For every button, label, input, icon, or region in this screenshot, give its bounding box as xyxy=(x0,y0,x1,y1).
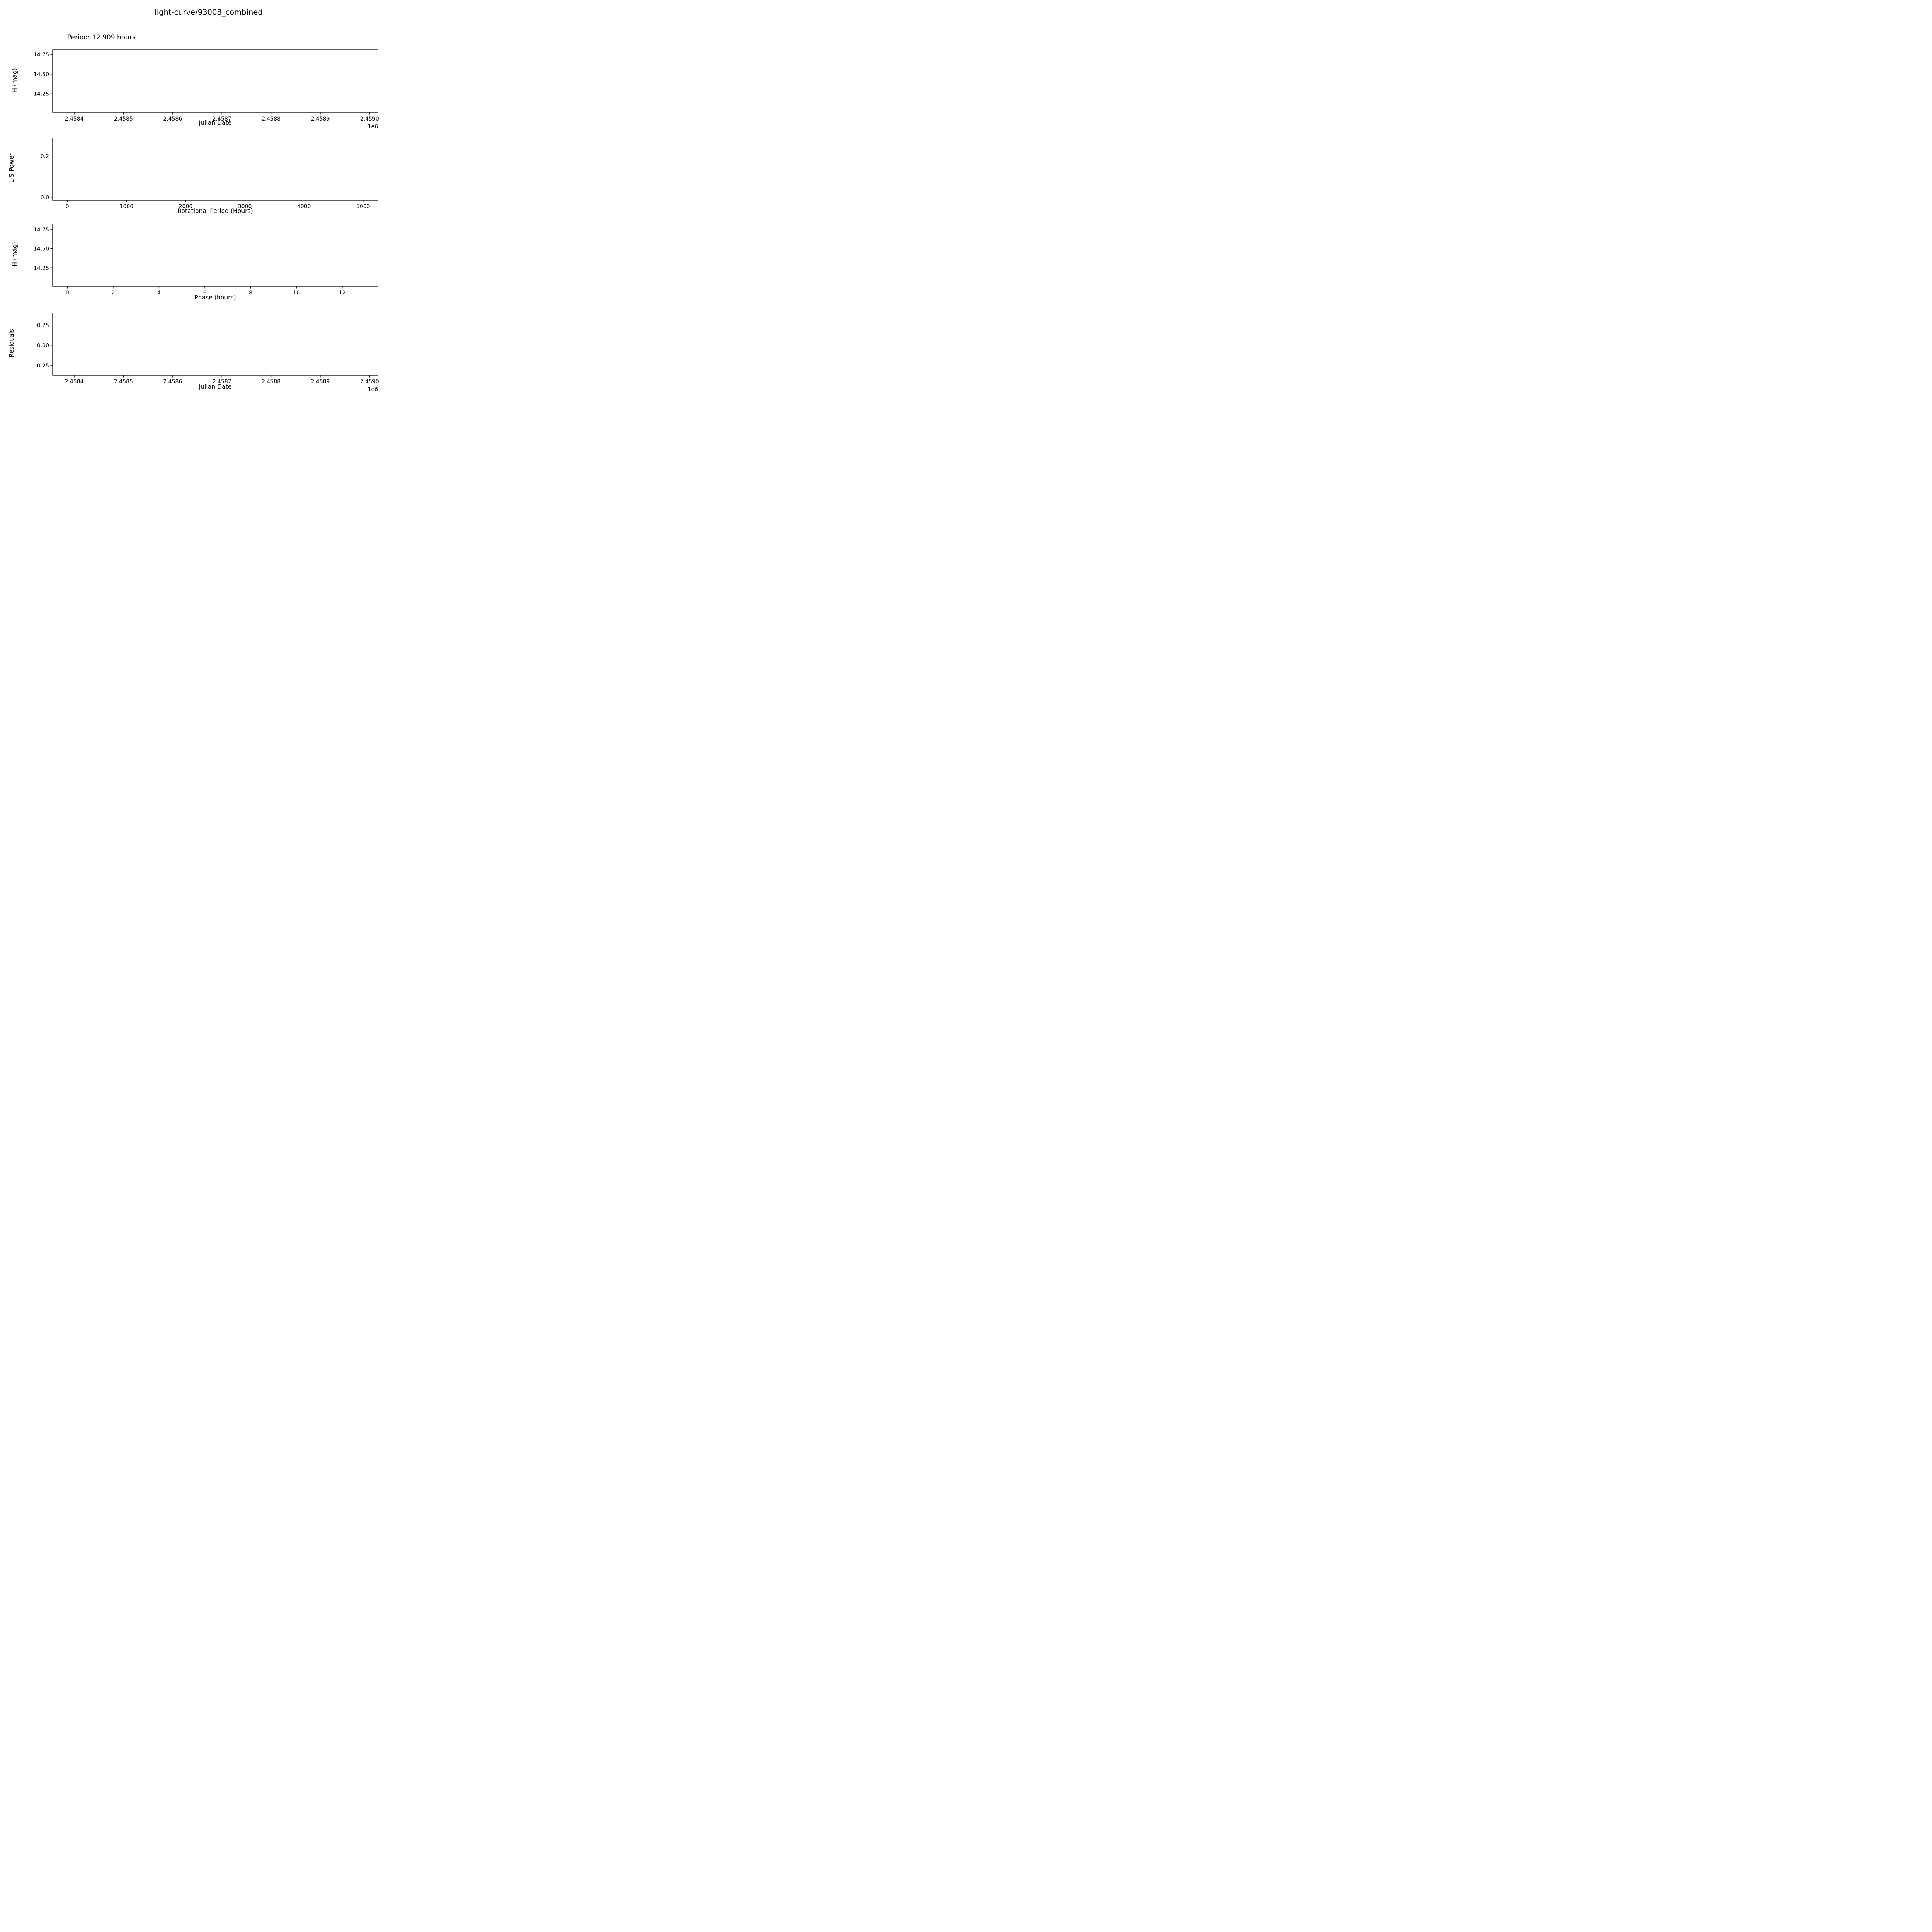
x-tick-label: 2.4585 xyxy=(114,379,133,385)
x-tick-label: 2.4588 xyxy=(262,116,281,122)
period-annotation: Period: 12.909 hours xyxy=(67,34,136,41)
x-tick-label: 2.4590 xyxy=(360,116,379,122)
x-tick-label: 4 xyxy=(157,290,161,296)
x-tick-label: 2.4585 xyxy=(114,116,133,122)
y-axis-label-hmag-phase: H (mag) xyxy=(11,242,18,267)
light-curve-figure-svg: 2.4584 2.4585 2.4586 2.4587 2.4588 2.4589 2.45… xyxy=(32,49,379,393)
axes-frame xyxy=(52,138,378,201)
x-tick-label: 2 xyxy=(111,290,115,296)
axis-offset-label: 1e6 xyxy=(368,124,378,130)
x-tick-label: 4000 xyxy=(297,204,311,210)
y-tick-label: 14.25 xyxy=(34,91,49,97)
y-tick-label: 14.75 xyxy=(34,227,49,233)
x-tick-label: 2.4586 xyxy=(163,116,182,122)
y-axis-label-lspower: L-S Power xyxy=(8,153,15,183)
x-axis-label-phase: Phase (hours) xyxy=(194,294,236,301)
y-tick-label: 14.50 xyxy=(34,71,49,78)
axes-frame xyxy=(52,313,378,376)
x-tick-label: 2.4588 xyxy=(262,379,281,385)
y-tick-label: 14.50 xyxy=(34,246,49,252)
y-tick-label: 0.00 xyxy=(37,343,49,349)
x-tick-label: 2.4584 xyxy=(65,379,84,385)
y-tick-label: 0.2 xyxy=(41,153,49,160)
x-tick-label: 2.4589 xyxy=(311,116,330,122)
y-tick-label: 14.25 xyxy=(34,265,49,271)
y-tick-label: 0.0 xyxy=(41,195,49,201)
x-tick-label: 3000 xyxy=(238,204,252,210)
y-axis-label-hmag-top: H (mag) xyxy=(11,68,18,93)
x-tick-label: 8 xyxy=(249,290,252,296)
x-tick-label: 2.4589 xyxy=(311,379,330,385)
axis-offset-label: 1e6 xyxy=(368,386,378,393)
x-tick-label: 2.4590 xyxy=(360,379,379,385)
x-tick-label: 2.4587 xyxy=(213,379,231,385)
x-axis-label-period: Rotational Period (Hours) xyxy=(177,207,253,214)
panel-phase_folded: 0 2 4 6 8 10 12 14.25 14.50 14.75 xyxy=(34,224,378,296)
y-axis-label-residuals: Residuals xyxy=(8,329,15,357)
x-tick-label: 2.4587 xyxy=(213,116,231,122)
x-tick-label: 12 xyxy=(339,290,346,296)
x-tick-label: 10 xyxy=(293,290,300,296)
x-axis-label-jd-top: Julian Date xyxy=(199,119,232,126)
x-tick-label: 6 xyxy=(203,290,207,296)
axes-frame xyxy=(52,224,378,287)
x-axis-label-jd-bottom: Julian Date xyxy=(199,383,232,390)
figure-page: 2.4584 2.4585 2.4586 2.4587 2.4588 2.4589 2.45… xyxy=(0,0,417,417)
figure-title: light-curve/93008_combined xyxy=(155,8,263,17)
y-tick-label: 14.75 xyxy=(34,52,49,58)
panel-periodogram: 0 1000 2000 3000 4000 5000 0.0 0.2 xyxy=(41,138,378,210)
panel-residuals: 2.4584 2.4585 2.4586 2.4587 2.4588 2.4589 2.45… xyxy=(32,313,379,393)
axes-frame xyxy=(52,49,378,113)
panel-jd_magnitude: 2.4584 2.4585 2.4586 2.4587 2.4588 2.4589 2.45… xyxy=(34,49,379,130)
x-tick-label: 0 xyxy=(66,290,69,296)
x-tick-label: 1000 xyxy=(120,204,134,210)
x-tick-label: 0 xyxy=(66,204,69,210)
y-tick-label: −0.25 xyxy=(32,363,49,369)
y-tick-label: 0.25 xyxy=(37,322,49,328)
x-tick-label: 2000 xyxy=(179,204,193,210)
x-tick-label: 2.4584 xyxy=(65,116,84,122)
x-tick-label: 2.4586 xyxy=(163,379,182,385)
x-tick-label: 5000 xyxy=(356,204,370,210)
